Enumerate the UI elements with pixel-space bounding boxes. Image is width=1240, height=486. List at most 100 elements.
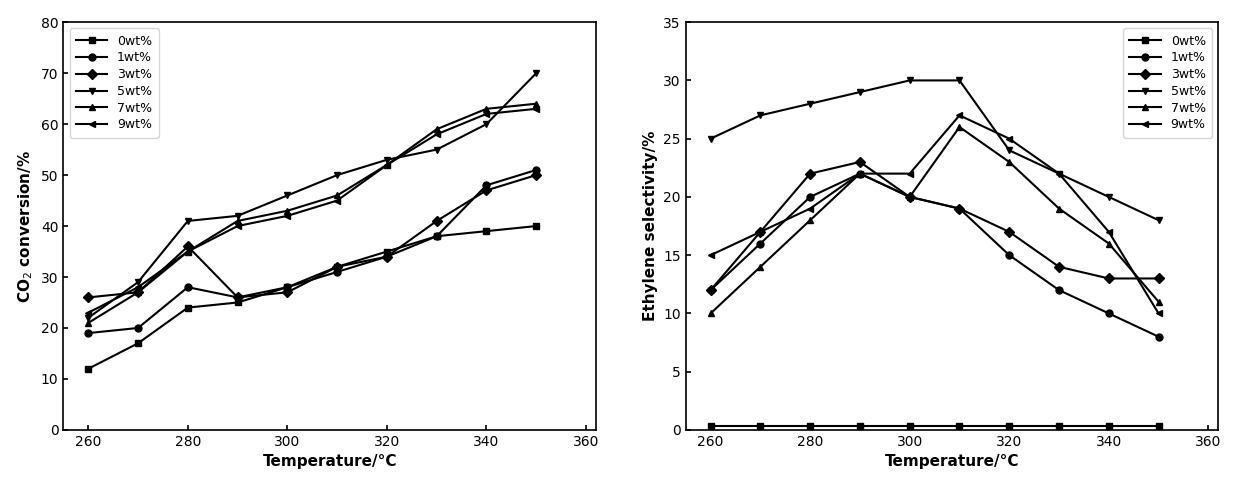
Line: 1wt%: 1wt% bbox=[707, 170, 1162, 340]
5wt% bbox=[852, 89, 867, 95]
1wt% bbox=[903, 194, 918, 200]
5wt% bbox=[330, 172, 345, 178]
7wt% bbox=[231, 218, 246, 224]
5wt% bbox=[528, 70, 543, 76]
Line: 3wt%: 3wt% bbox=[84, 172, 539, 301]
3wt% bbox=[81, 295, 95, 300]
1wt% bbox=[952, 206, 967, 211]
9wt% bbox=[802, 206, 817, 211]
3wt% bbox=[1151, 276, 1166, 281]
9wt% bbox=[1151, 311, 1166, 316]
3wt% bbox=[753, 229, 768, 235]
0wt% bbox=[1052, 423, 1066, 429]
5wt% bbox=[1151, 217, 1166, 223]
3wt% bbox=[330, 264, 345, 270]
5wt% bbox=[802, 101, 817, 106]
3wt% bbox=[1052, 264, 1066, 270]
0wt% bbox=[280, 284, 295, 290]
1wt% bbox=[429, 233, 444, 239]
7wt% bbox=[952, 124, 967, 130]
5wt% bbox=[479, 121, 494, 127]
5wt% bbox=[903, 77, 918, 83]
0wt% bbox=[952, 423, 967, 429]
7wt% bbox=[1151, 299, 1166, 305]
9wt% bbox=[903, 171, 918, 176]
1wt% bbox=[528, 167, 543, 173]
7wt% bbox=[753, 264, 768, 270]
0wt% bbox=[903, 423, 918, 429]
9wt% bbox=[231, 223, 246, 229]
3wt% bbox=[802, 171, 817, 176]
5wt% bbox=[753, 112, 768, 118]
3wt% bbox=[528, 172, 543, 178]
5wt% bbox=[952, 77, 967, 83]
Y-axis label: CO$_2$ conversion/%: CO$_2$ conversion/% bbox=[16, 150, 36, 303]
0wt% bbox=[330, 264, 345, 270]
9wt% bbox=[753, 229, 768, 235]
5wt% bbox=[280, 192, 295, 198]
7wt% bbox=[130, 289, 145, 295]
3wt% bbox=[231, 295, 246, 300]
5wt% bbox=[1101, 194, 1116, 200]
7wt% bbox=[1101, 241, 1116, 246]
5wt% bbox=[703, 136, 718, 141]
1wt% bbox=[130, 325, 145, 331]
0wt% bbox=[379, 249, 394, 255]
7wt% bbox=[903, 194, 918, 200]
7wt% bbox=[852, 171, 867, 176]
3wt% bbox=[1101, 276, 1116, 281]
0wt% bbox=[852, 423, 867, 429]
0wt% bbox=[130, 340, 145, 346]
9wt% bbox=[1002, 136, 1017, 141]
7wt% bbox=[1002, 159, 1017, 165]
5wt% bbox=[1052, 171, 1066, 176]
1wt% bbox=[479, 182, 494, 188]
9wt% bbox=[379, 162, 394, 168]
5wt% bbox=[1002, 147, 1017, 153]
9wt% bbox=[429, 131, 444, 137]
7wt% bbox=[379, 162, 394, 168]
5wt% bbox=[130, 279, 145, 285]
1wt% bbox=[1151, 334, 1166, 340]
3wt% bbox=[952, 206, 967, 211]
7wt% bbox=[479, 106, 494, 112]
9wt% bbox=[528, 106, 543, 112]
7wt% bbox=[429, 126, 444, 132]
9wt% bbox=[180, 249, 195, 255]
3wt% bbox=[180, 243, 195, 249]
1wt% bbox=[81, 330, 95, 336]
3wt% bbox=[703, 287, 718, 293]
Line: 7wt%: 7wt% bbox=[84, 100, 539, 327]
1wt% bbox=[703, 287, 718, 293]
1wt% bbox=[852, 171, 867, 176]
9wt% bbox=[703, 252, 718, 258]
1wt% bbox=[1052, 287, 1066, 293]
Legend: 0wt%, 1wt%, 3wt%, 5wt%, 7wt%, 9wt%: 0wt%, 1wt%, 3wt%, 5wt%, 7wt%, 9wt% bbox=[1123, 28, 1211, 138]
1wt% bbox=[231, 295, 246, 300]
9wt% bbox=[81, 310, 95, 315]
3wt% bbox=[1002, 229, 1017, 235]
7wt% bbox=[1052, 206, 1066, 211]
0wt% bbox=[81, 366, 95, 372]
1wt% bbox=[1002, 252, 1017, 258]
9wt% bbox=[130, 284, 145, 290]
0wt% bbox=[1101, 423, 1116, 429]
9wt% bbox=[952, 112, 967, 118]
1wt% bbox=[753, 241, 768, 246]
1wt% bbox=[330, 269, 345, 275]
0wt% bbox=[753, 423, 768, 429]
X-axis label: Temperature/°C: Temperature/°C bbox=[885, 454, 1019, 469]
0wt% bbox=[180, 305, 195, 311]
0wt% bbox=[429, 233, 444, 239]
3wt% bbox=[429, 218, 444, 224]
7wt% bbox=[280, 208, 295, 214]
0wt% bbox=[231, 299, 246, 305]
0wt% bbox=[479, 228, 494, 234]
9wt% bbox=[852, 171, 867, 176]
Y-axis label: Ethylene selectivity/%: Ethylene selectivity/% bbox=[642, 131, 657, 321]
Line: 7wt%: 7wt% bbox=[707, 123, 1162, 317]
3wt% bbox=[130, 289, 145, 295]
0wt% bbox=[802, 423, 817, 429]
3wt% bbox=[280, 289, 295, 295]
0wt% bbox=[528, 223, 543, 229]
